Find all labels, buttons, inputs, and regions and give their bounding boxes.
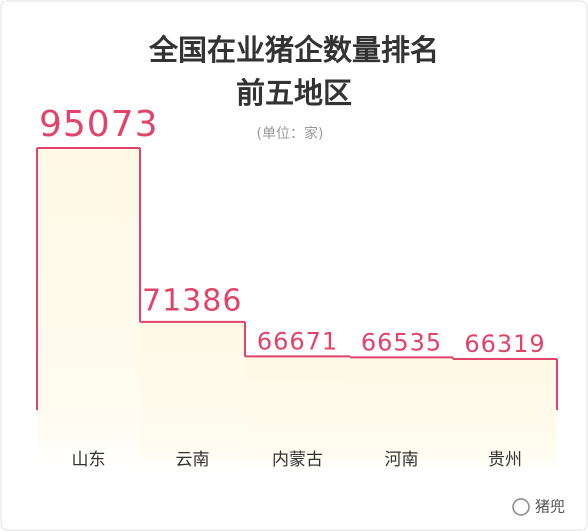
value-label: 66535 xyxy=(361,328,442,356)
unit-note: (单位：家) xyxy=(257,125,324,142)
value-label: 95073 xyxy=(39,104,159,145)
x-tick-label: 云南 xyxy=(176,450,210,470)
bar xyxy=(140,321,245,470)
x-tick-label: 山东 xyxy=(72,450,106,470)
chart-title: 全国在业猪企数量排名 xyxy=(148,33,439,67)
x-tick-label: 河南 xyxy=(385,450,419,470)
watermark-group: 猪兜 xyxy=(512,498,565,516)
watermark: 猪兜 xyxy=(535,498,565,516)
value-label: 66319 xyxy=(464,330,545,358)
watermark-icon xyxy=(512,498,530,516)
x-tick-label: 内蒙古 xyxy=(272,450,323,470)
value-label: 66671 xyxy=(257,327,338,355)
x-tick-label: 贵州 xyxy=(488,450,522,470)
bar xyxy=(245,356,350,470)
bar xyxy=(37,148,140,470)
bar xyxy=(453,359,557,470)
bar xyxy=(350,357,453,470)
value-label: 71386 xyxy=(142,283,242,318)
chart-subtitle: 前五地区 xyxy=(236,76,352,110)
